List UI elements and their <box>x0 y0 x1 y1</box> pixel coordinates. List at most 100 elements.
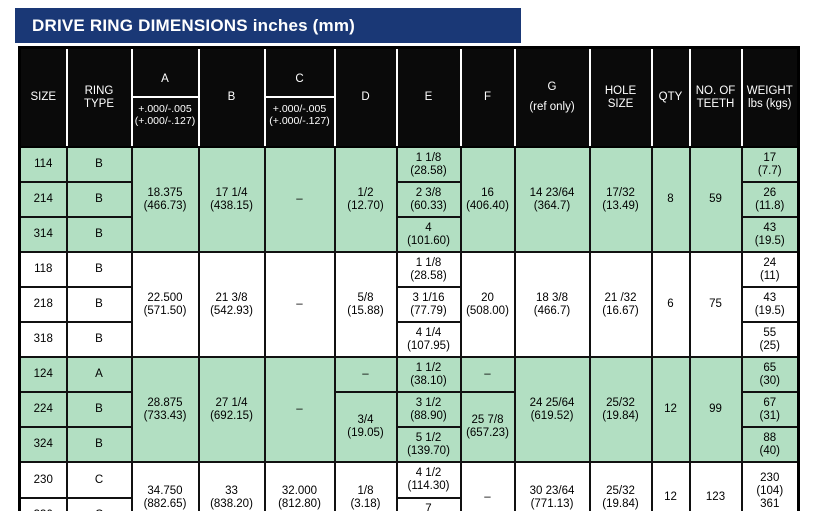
drive-ring-dimensions-table: SIZE RING TYPE A +.000/-.005 (+.000/-.12… <box>18 46 800 511</box>
table-row: 214 B 2 3/8 (60.33) 26 (11.8) <box>18 181 800 218</box>
col-header-f: F <box>459 46 516 148</box>
cell-g: 18 3/8 (466.7) <box>513 251 591 358</box>
cell-ring-type: B <box>65 286 133 323</box>
cell-weight: 65 (30) <box>740 356 800 393</box>
cell-b: 21 3/8 (542.93) <box>197 251 266 358</box>
cell-g: 24 25/64 (619.52) <box>513 356 591 463</box>
cell-ring-type: B <box>65 146 133 183</box>
col-header-c-tolerance: +.000/-.005 (+.000/-.127) <box>265 96 334 132</box>
cell-size: 214 <box>18 181 68 218</box>
col-header-g-label: G <box>547 81 557 93</box>
cell-weight: 230 (104) 361 (377) <box>740 461 800 511</box>
group-114-series: 114 B 18.375 (466.73) 17 1/4 (438.15) – … <box>18 146 800 253</box>
cell-b: 27 1/4 (692.15) <box>197 356 266 463</box>
cell-weight: 88 (40) <box>740 426 800 463</box>
cell-no-of-teeth: 99 <box>688 356 743 463</box>
cell-ring-type: B <box>65 391 133 428</box>
col-header-g-sub: (ref only) <box>529 101 575 113</box>
cell-e: 4 (101.60) <box>395 216 462 253</box>
cell-g: 30 23/64 (771.13) <box>513 461 591 511</box>
col-header-size: SIZE <box>18 46 68 148</box>
cell-size: 330 <box>18 497 68 511</box>
page-title: DRIVE RING DIMENSIONS inches (mm) <box>32 15 356 35</box>
cell-hole-size: 21 /32 (16.67) <box>588 251 653 358</box>
cell-d: 3/4 (19.05) <box>333 391 398 463</box>
cell-weight: 24 (11) <box>740 251 800 288</box>
cell-b: 17 1/4 (438.15) <box>197 146 266 253</box>
col-header-e: E <box>395 46 462 148</box>
cell-size: 224 <box>18 391 68 428</box>
cell-b: 33 (838.20) <box>197 461 266 511</box>
table-row: 330 C 7 (177.80) <box>18 497 799 511</box>
cell-e: 1 1/8 (28.58) <box>395 251 462 288</box>
cell-no-of-teeth: 123 <box>688 461 743 511</box>
cell-weight: 43 (19.5) <box>740 286 800 323</box>
cell-ring-type: B <box>65 251 133 288</box>
table-row: 124 A 28.875 (733.43) 27 1/4 (692.15) – … <box>18 356 800 463</box>
cell-weight: 43 (19.5) <box>740 216 800 253</box>
cell-weight: 17 (7.7) <box>740 146 800 183</box>
cell-e: 7 (177.80) <box>395 497 462 511</box>
col-header-weight: WEIGHT lbs (kgs) <box>740 46 800 148</box>
cell-c: – <box>263 356 336 463</box>
table-row: 218 B 3 1/16 (77.79) 43 (19.5) <box>18 286 800 323</box>
cell-a: 22.500 (571.50) <box>130 251 200 358</box>
cell-e: 4 1/4 (107.95) <box>395 321 462 358</box>
col-header-a-label: A <box>161 73 169 85</box>
cell-ring-type: C <box>65 461 133 499</box>
col-header-a-tolerance: +.000/-.005 (+.000/-.127) <box>132 96 198 132</box>
cell-ring-type: B <box>65 216 133 253</box>
cell-qty: 12 <box>650 356 691 463</box>
title-bar: DRIVE RING DIMENSIONS inches (mm) <box>15 8 521 43</box>
cell-weight: 67 (31) <box>740 391 800 428</box>
table-row: 230 C 34.750 (882.65) 33 (838.20) 32.000… <box>18 461 800 511</box>
cell-e: 3 1/2 (88.90) <box>395 391 462 428</box>
group-124-series: 124 A 28.875 (733.43) 27 1/4 (692.15) – … <box>18 356 800 463</box>
table-row: 114 B 18.375 (466.73) 17 1/4 (438.15) – … <box>18 146 800 253</box>
cell-e: 5 1/2 (139.70) <box>395 426 462 463</box>
table-row: 314 B 4 (101.60) 43 (19.5) <box>18 216 800 253</box>
cell-f: 16 (406.40) <box>459 146 516 253</box>
cell-hole-size: 17/32 (13.49) <box>588 146 653 253</box>
cell-a: 34.750 (882.65) <box>130 461 200 511</box>
group-230-series: 230 C 34.750 (882.65) 33 (838.20) 32.000… <box>18 461 800 511</box>
col-header-b: B <box>197 46 266 148</box>
cell-c: 32.000 (812.80) <box>263 461 336 511</box>
cell-a: 28.875 (733.43) <box>130 356 200 463</box>
cell-e: 2 3/8 (60.33) <box>395 181 462 218</box>
cell-size: 218 <box>18 286 68 323</box>
cell-size: 318 <box>18 321 68 358</box>
cell-g: 14 23/64 (364.7) <box>513 146 591 253</box>
cell-f: – <box>459 461 516 511</box>
cell-ring-type: B <box>65 181 133 218</box>
col-header-d: D <box>333 46 398 148</box>
group-118-series: 118 B 22.500 (571.50) 21 3/8 (542.93) – … <box>18 251 800 358</box>
cell-size: 114 <box>18 146 68 183</box>
col-header-hole-size: HOLE SIZE <box>588 46 653 148</box>
cell-hole-size: 25/32 (19.84) <box>588 461 653 511</box>
cell-hole-size: 25/32 (19.84) <box>588 356 653 463</box>
col-header-no-of-teeth: NO. OF TEETH <box>688 46 743 148</box>
cell-weight: 26 (11.8) <box>740 181 800 218</box>
cell-f: 20 (508.00) <box>459 251 516 358</box>
cell-d: 5/8 (15.88) <box>333 251 398 358</box>
cell-d: 1/2 (12.70) <box>333 146 398 253</box>
cell-d: – <box>333 356 398 393</box>
table-row: 318 B 4 1/4 (107.95) 55 (25) <box>18 321 800 358</box>
cell-e: 1 1/2 (38.10) <box>395 356 462 393</box>
table-row: 324 B 5 1/2 (139.70) 88 (40) <box>18 426 800 463</box>
cell-no-of-teeth: 75 <box>688 251 743 358</box>
cell-e: 4 1/2 (114.30) <box>395 461 462 499</box>
cell-ring-type: B <box>65 321 133 358</box>
cell-size: 230 <box>18 461 68 499</box>
cell-size: 324 <box>18 426 68 463</box>
cell-f: – <box>459 356 516 393</box>
cell-c: – <box>263 146 336 253</box>
col-header-c-label: C <box>295 73 304 85</box>
cell-qty: 8 <box>650 146 691 253</box>
table-row: 224 B 3/4 (19.05) 3 1/2 (88.90) 25 7/8 (… <box>18 391 800 463</box>
col-header-a: A +.000/-.005 (+.000/-.127) <box>130 46 200 148</box>
cell-f: 25 7/8 (657.23) <box>459 391 516 463</box>
header-row: SIZE RING TYPE A +.000/-.005 (+.000/-.12… <box>18 46 800 148</box>
